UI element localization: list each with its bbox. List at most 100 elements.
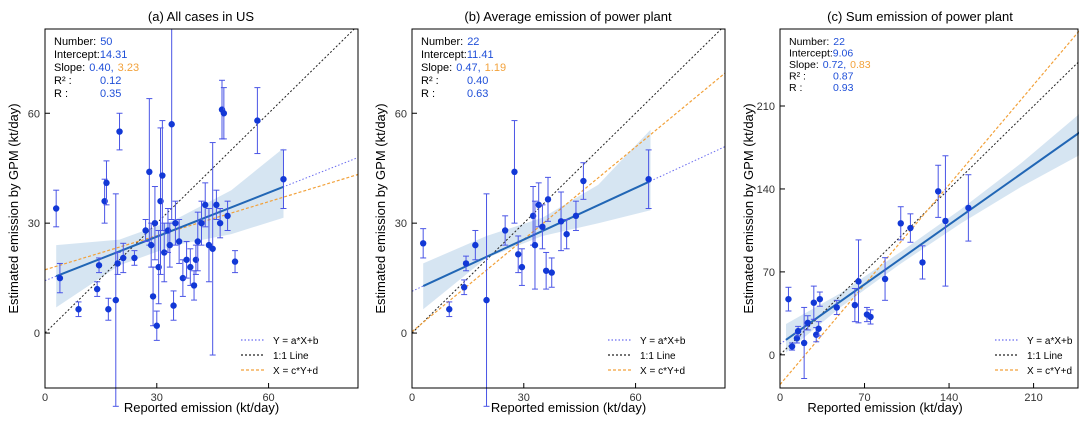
stats-row: R : 0.93 <box>789 82 854 94</box>
y-axis-label: Estimated emission by GPM (kt/day) <box>373 103 388 313</box>
y-tick-label: 140 <box>757 184 775 196</box>
point-marker <box>965 204 972 212</box>
stats-row: Slope: 0.47, 1.19 <box>421 62 506 74</box>
point-marker <box>116 128 123 135</box>
legend-item: X = c*Y+d <box>608 366 685 377</box>
data-point <box>557 191 565 252</box>
orthogonal-fit-line <box>44 173 359 271</box>
point-marker <box>209 245 216 252</box>
stats-value: 14.31 <box>100 49 128 61</box>
confidence-band <box>423 129 651 310</box>
data-point <box>419 228 427 259</box>
point-marker <box>175 238 183 245</box>
point-marker <box>202 201 209 209</box>
stats-value: 0.40 <box>467 75 488 87</box>
one-to-one-line <box>44 28 355 334</box>
axes-frame <box>411 28 726 389</box>
stats-value: 0.47, <box>456 62 480 74</box>
point-marker <box>833 304 840 311</box>
stats-value: 0.12 <box>100 75 121 87</box>
point-marker <box>194 238 201 245</box>
data-point <box>539 204 546 250</box>
point-marker <box>645 175 652 183</box>
stats-label: R : <box>421 88 435 100</box>
y-tick-label: 60 <box>395 108 407 120</box>
data-point <box>168 28 175 220</box>
data-point <box>897 206 904 241</box>
stats-value: 0.83 <box>850 59 871 71</box>
stats-value: 50 <box>100 36 112 48</box>
data-point <box>544 176 552 222</box>
y-tick-label: 70 <box>763 267 775 279</box>
point-marker <box>907 224 914 232</box>
point-marker <box>198 219 205 227</box>
point-marker <box>919 259 926 266</box>
point-marker <box>213 201 220 209</box>
point-marker <box>166 241 174 249</box>
data-point <box>103 160 110 206</box>
stats-value: 22 <box>467 36 479 48</box>
x-tick-label: 210 <box>1024 392 1042 404</box>
data-point <box>815 321 822 337</box>
point-marker <box>280 175 287 183</box>
legend-label: Y = a*X+b <box>640 336 686 347</box>
data-point <box>514 235 522 274</box>
data-point <box>254 87 261 155</box>
y-tick-label: 0 <box>401 328 407 340</box>
data-point <box>112 193 119 407</box>
data-point <box>511 120 518 224</box>
legend: Y = a*X+b 1:1 Line X = c*Y+d <box>608 336 686 377</box>
legend-label: X = c*Y+d <box>640 366 685 377</box>
stats-value: 22 <box>833 36 845 48</box>
point-marker <box>816 295 824 303</box>
axes-frame <box>44 28 359 389</box>
y-tick-label: 0 <box>769 350 775 362</box>
data-point <box>542 251 550 290</box>
point-marker <box>112 296 119 304</box>
data-point <box>116 112 123 151</box>
stats-row: R² : 0.40 <box>421 75 488 87</box>
point-marker <box>804 319 811 327</box>
stats-label: R : <box>789 82 802 94</box>
point-marker <box>75 306 82 313</box>
data-point <box>194 211 201 272</box>
data-point <box>855 239 862 324</box>
point-marker <box>535 201 542 209</box>
point-marker <box>114 260 121 267</box>
point-marker <box>159 172 166 179</box>
legend-item: Y = a*X+b <box>995 336 1073 347</box>
point-marker <box>95 262 103 269</box>
data-point <box>224 200 231 231</box>
point-marker <box>815 325 822 332</box>
point-marker <box>531 241 539 249</box>
data-point <box>867 309 874 325</box>
point-marker <box>142 227 149 234</box>
data-point <box>572 200 580 231</box>
legend-label: Y = a*X+b <box>1027 336 1073 347</box>
stats-row: Slope: 0.40, 3.23 <box>54 62 139 74</box>
point-marker <box>170 302 177 309</box>
stats-value: 11.41 <box>467 49 494 61</box>
x-tick-label: 0 <box>409 392 415 404</box>
point-marker <box>514 251 522 258</box>
stats-row: Slope: 0.72, 0.83 <box>789 59 871 71</box>
y-tick-label: 210 <box>757 101 775 113</box>
point-marker <box>810 299 818 306</box>
data-point <box>794 325 802 337</box>
data-point <box>187 248 194 286</box>
data-point <box>114 251 121 275</box>
data-point <box>52 189 60 228</box>
point-marker <box>544 196 552 203</box>
stats-row: R : 0.63 <box>421 88 488 100</box>
point-marker <box>231 258 239 265</box>
stats-value: 1.19 <box>485 62 506 74</box>
chart-title: (c) Sum emission of power plant <box>827 9 1013 24</box>
point-marker <box>794 327 802 335</box>
point-marker <box>93 285 101 293</box>
stats-value: 0.35 <box>100 88 121 100</box>
point-marker <box>161 249 168 256</box>
stats-label: Number: <box>54 36 96 48</box>
